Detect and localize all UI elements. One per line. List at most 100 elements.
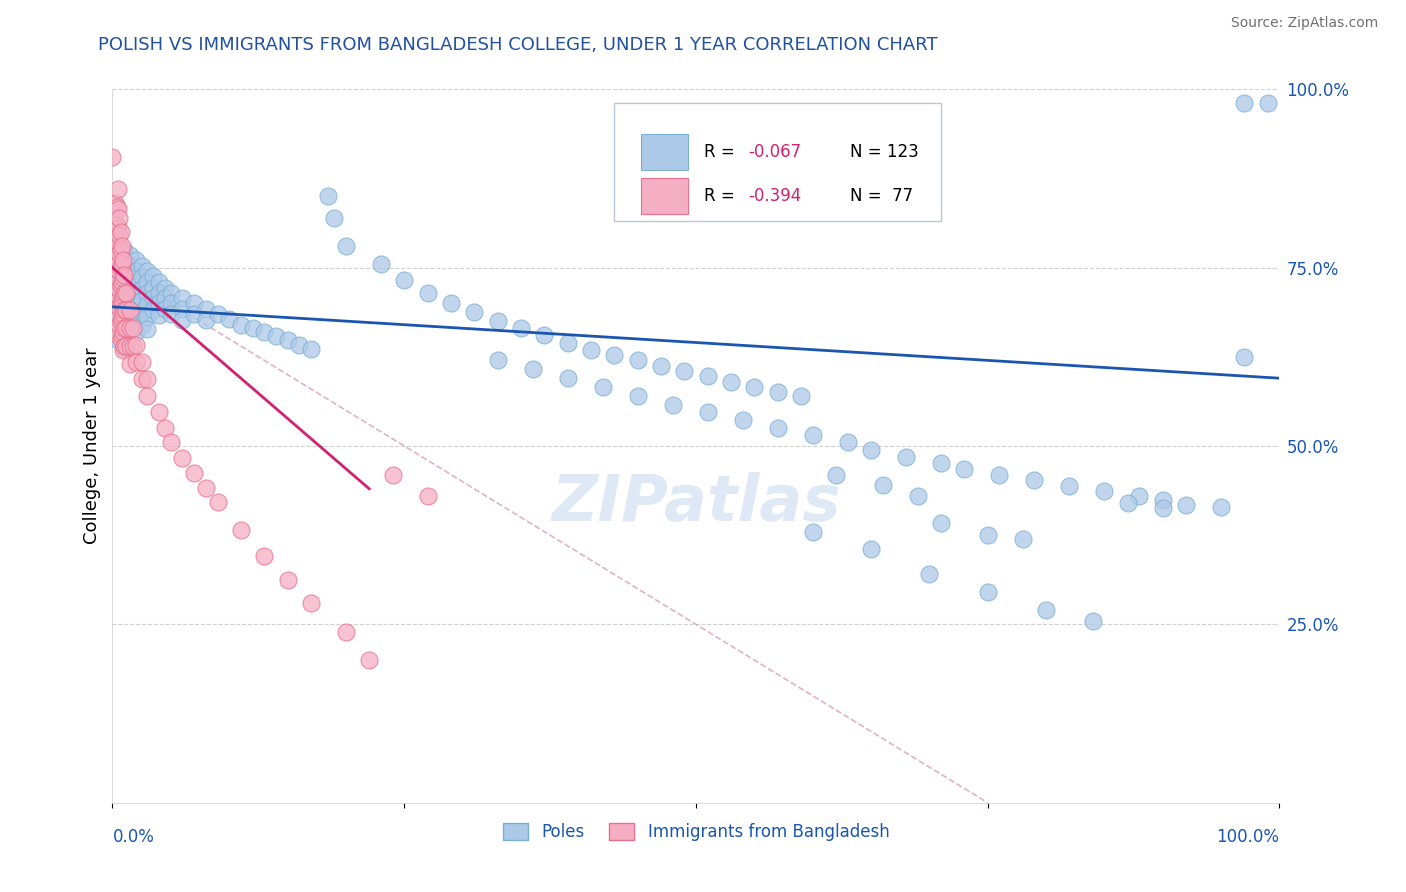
Point [110,314,132,328]
Point [112,278,135,293]
Point [108,318,131,332]
Point [229,318,252,332]
Point [194,301,217,316]
Point [108,246,131,260]
Point [486,314,509,328]
Point [416,285,439,300]
Point [207,495,229,509]
Point [110,225,132,239]
Point [907,489,929,503]
Point [153,421,176,435]
Point [661,398,683,412]
Point [131,372,153,386]
Point [107,321,129,335]
Point [837,435,859,450]
Point [318,189,340,203]
Text: R =: R = [704,143,740,161]
Point [860,542,883,557]
Point [1094,483,1116,498]
Point [288,337,311,351]
Point [107,257,129,271]
Text: -0.067: -0.067 [748,143,801,161]
Point [118,296,141,310]
Point [335,239,357,253]
Point [107,239,129,253]
Point [136,310,159,324]
Point [153,291,176,305]
Point [122,321,145,335]
Point [125,300,148,314]
Point [118,284,141,298]
Point [148,285,170,300]
Point [766,421,789,435]
Point [118,309,141,323]
Point [183,466,205,480]
Point [107,296,129,310]
Point [696,369,718,384]
Point [976,585,998,599]
Point [110,296,132,310]
Point [603,348,626,362]
Point [108,282,131,296]
Point [929,456,952,470]
Point [440,296,463,310]
Point [142,291,165,305]
Point [110,243,132,257]
Point [105,200,128,214]
Point [107,202,129,216]
FancyBboxPatch shape [641,134,688,169]
Point [976,528,998,542]
Point [111,343,134,357]
Point [627,389,650,403]
Point [142,280,165,294]
Point [108,264,131,278]
Point [1152,493,1174,508]
Point [111,289,134,303]
Point [1011,532,1033,546]
Point [110,332,132,346]
Point [125,325,148,339]
Point [218,312,240,326]
Text: N = 123: N = 123 [851,143,918,161]
Point [107,334,129,348]
Point [1233,96,1256,111]
Point [557,371,579,385]
Point [1059,479,1081,493]
Point [104,232,127,246]
Point [579,343,602,357]
Point [115,303,138,318]
Point [359,653,381,667]
Point [557,335,579,350]
Point [131,355,153,369]
Point [801,524,824,539]
Text: 100.0%: 100.0% [1216,828,1279,846]
Point [107,307,129,321]
Point [125,264,148,278]
Point [160,285,183,300]
Point [720,375,742,389]
Y-axis label: College, Under 1 year: College, Under 1 year [83,348,101,544]
Point [194,481,217,495]
Point [148,405,170,419]
Point [276,334,298,348]
Point [111,275,134,289]
Point [112,243,135,257]
Point [627,353,650,368]
Point [172,313,194,327]
Point [111,325,134,339]
Text: R =: R = [704,187,740,205]
Point [136,264,159,278]
Point [766,384,789,399]
Text: ZIPatlas: ZIPatlas [551,472,841,534]
Point [860,442,883,457]
Point [801,428,824,442]
Point [1081,614,1104,628]
Point [872,478,894,492]
Point [112,321,135,335]
Point [253,549,276,563]
Legend: Poles, Immigrants from Bangladesh: Poles, Immigrants from Bangladesh [496,816,896,848]
Point [825,467,848,482]
Point [115,339,138,353]
Point [148,308,170,322]
Point [107,182,129,196]
